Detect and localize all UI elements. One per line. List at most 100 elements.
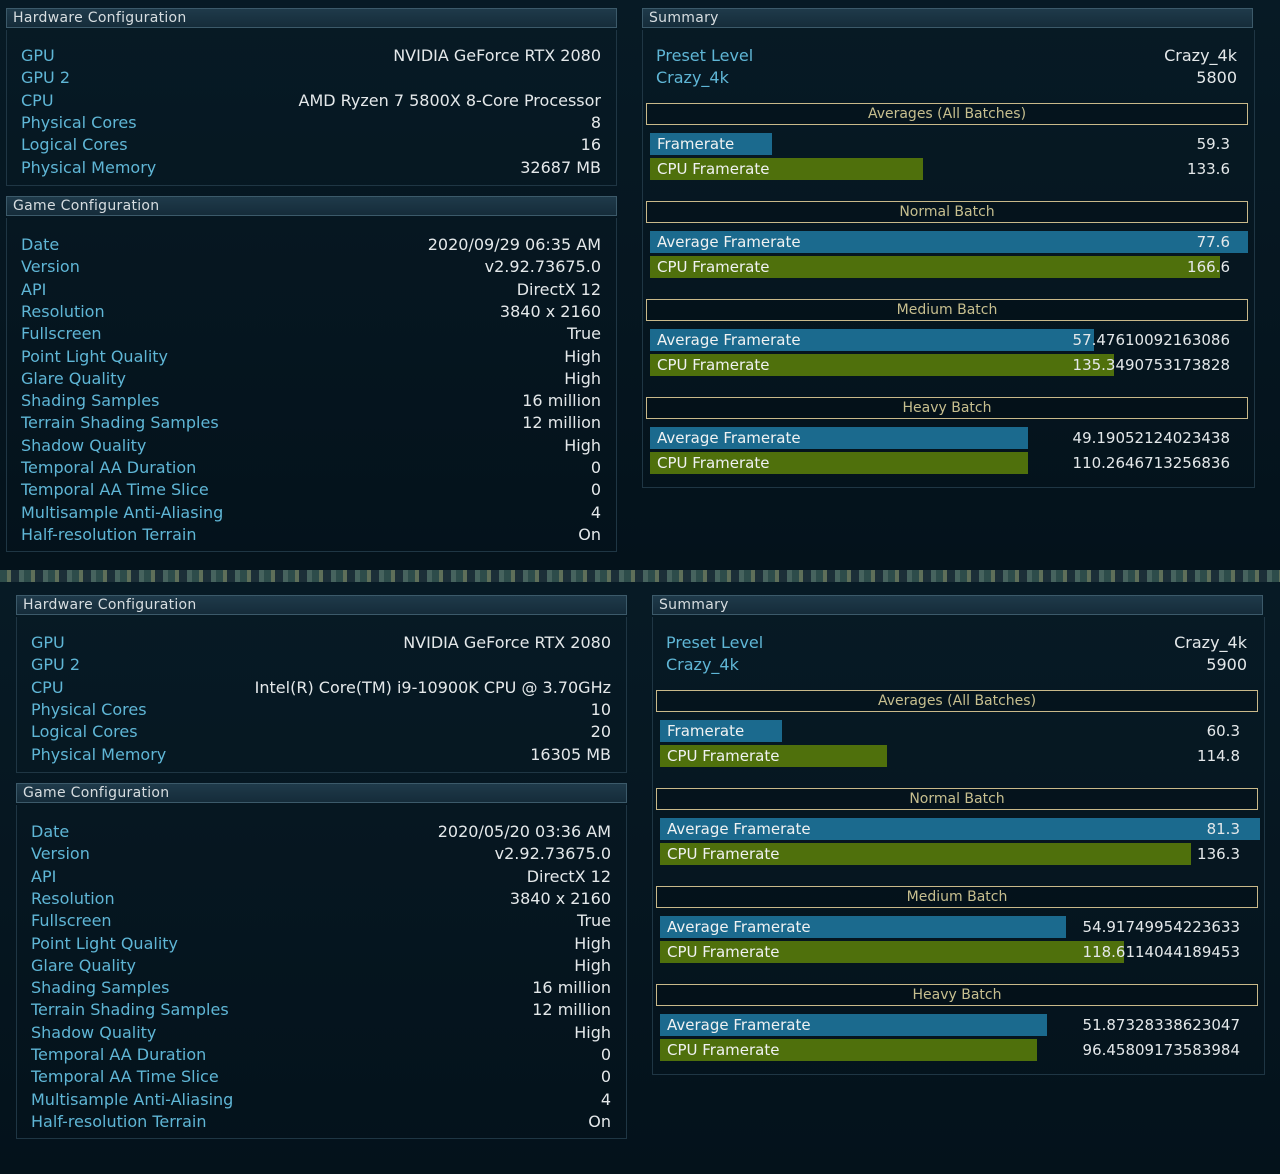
framerate-bar-row: CPU Framerate 118.6114044189453 — [660, 941, 1250, 963]
framerate-bar-fill — [660, 941, 1124, 963]
divider-strip — [0, 570, 1280, 582]
framerate-bar-fill — [660, 916, 1066, 938]
game-config-row-value: 3840 x 2160 — [509, 888, 611, 908]
hardware-config-panel — [6, 30, 617, 186]
game-config-row-value: 12 million — [532, 1000, 611, 1020]
framerate-bar-value: 51.87328338623047 — [1082, 1016, 1240, 1034]
hardware-row-label: Logical Cores — [31, 722, 138, 742]
game-config-row-label: Version — [21, 257, 80, 277]
framerate-bar-value: 114.8 — [1197, 747, 1240, 765]
game-config-row: Multisample Anti-Aliasing 4 — [21, 502, 601, 524]
hardware-row: Physical Memory 16305 MB — [31, 744, 611, 766]
framerate-bar-fill — [650, 133, 772, 155]
framerate-bar-label: CPU Framerate — [657, 160, 770, 178]
framerate-bar-value: 57.47610092163086 — [1072, 331, 1230, 349]
framerate-bar-label: CPU Framerate — [667, 845, 780, 863]
hardware-row-label: GPU — [31, 633, 65, 652]
framerate-bar-value: 136.3 — [1197, 845, 1240, 863]
game-config-row-label: Temporal AA Duration — [21, 458, 197, 477]
game-config-row-label: Terrain Shading Samples — [21, 413, 219, 433]
game-config-row: Date 2020/05/20 03:36 AM — [31, 821, 611, 843]
game-config-row: Shadow Quality High — [31, 1022, 611, 1044]
hardware-row-value: Intel(R) Core(TM) i9-10900K CPU @ 3.70GH… — [254, 677, 611, 697]
framerate-bar-value: 166.6 — [1187, 258, 1230, 276]
hardware-row-label: Logical Cores — [21, 135, 128, 155]
hardware-row: GPU 2 — [31, 654, 611, 676]
game-config-row-label: Fullscreen — [31, 911, 112, 931]
framerate-bar-label: CPU Framerate — [657, 454, 770, 472]
game-config-row-value: High — [564, 346, 601, 366]
hardware-row-value: 16 — [580, 135, 601, 155]
framerate-bar-value: 110.2646713256836 — [1072, 454, 1230, 472]
game-config-row-value: High — [574, 1022, 611, 1042]
hardware-row: Physical Memory 32687 MB — [21, 157, 601, 179]
framerate-bar-fill — [650, 329, 1094, 351]
hardware-row-label: CPU — [21, 90, 54, 110]
batch-section-header: Averages (All Batches) — [656, 690, 1258, 712]
summary-row: Preset Level Crazy_4k — [656, 45, 1237, 67]
game-config-row-label: Version — [31, 844, 90, 864]
hardware-row: GPU 2 — [21, 67, 601, 89]
summary-header: Summary — [642, 8, 1253, 28]
framerate-bar-label: CPU Framerate — [667, 747, 780, 765]
game-config-row-label: Temporal AA Time Slice — [31, 1067, 219, 1087]
game-config-row-value: True — [567, 324, 601, 344]
game-config-row: Date 2020/09/29 06:35 AM — [21, 234, 601, 256]
game-config-row-label: Fullscreen — [21, 324, 102, 344]
framerate-bar-row: Framerate 60.3 — [660, 720, 1250, 742]
batch-section-header: Heavy Batch — [656, 984, 1258, 1006]
framerate-bar-value: 118.6114044189453 — [1082, 943, 1240, 961]
batch-section-header: Medium Batch — [656, 886, 1258, 908]
hardware-row-label: Physical Cores — [21, 112, 137, 132]
batch-section-header: Normal Batch — [656, 788, 1258, 810]
framerate-bar-row: CPU Framerate 110.2646713256836 — [650, 452, 1240, 474]
framerate-bar-row: CPU Framerate 133.6 — [650, 158, 1240, 180]
framerate-bar-label: Average Framerate — [667, 918, 811, 936]
game-config-row: Shading Samples 16 million — [31, 977, 611, 999]
framerate-bar-row: Average Framerate 51.87328338623047 — [660, 1014, 1250, 1036]
framerate-bar-value: 59.3 — [1196, 135, 1230, 153]
hardware-row-label: GPU 2 — [31, 655, 81, 675]
framerate-bar-fill — [650, 427, 1028, 449]
game-config-row-label: API — [31, 866, 57, 886]
summary-header: Summary — [652, 595, 1263, 615]
framerate-bar-label: CPU Framerate — [667, 943, 780, 961]
framerate-bar-label: Average Framerate — [667, 1016, 811, 1034]
framerate-bar-value: 60.3 — [1206, 722, 1240, 740]
hardware-row: CPU Intel(R) Core(TM) i9-10900K CPU @ 3.7… — [31, 677, 611, 699]
game-config-row-label: Point Light Quality — [31, 933, 178, 953]
game-config-row-label: Date — [31, 822, 70, 841]
game-config-row: Terrain Shading Samples 12 million — [31, 999, 611, 1021]
game-config-row: Resolution 3840 x 2160 — [21, 301, 601, 323]
batch-section-header: Normal Batch — [646, 201, 1248, 223]
framerate-bar-fill — [660, 818, 1260, 840]
framerate-bar-value: 96.45809173583984 — [1082, 1041, 1240, 1059]
framerate-bar-label: Framerate — [667, 722, 745, 740]
game-config-row-label: Glare Quality — [31, 955, 136, 975]
framerate-bar-label: Average Framerate — [657, 429, 801, 447]
framerate-bar-value: 133.6 — [1187, 160, 1230, 178]
batch-section-header: Medium Batch — [646, 299, 1248, 321]
game-config-row: Point Light Quality High — [21, 346, 601, 368]
game-config-row-value: 16 million — [532, 978, 611, 998]
game-config-row-label: Multisample Anti-Aliasing — [21, 502, 224, 522]
game-config-row: Glare Quality High — [31, 955, 611, 977]
framerate-bar-fill — [660, 720, 782, 742]
summary-panel — [642, 30, 1255, 488]
game-config-row: Point Light Quality High — [31, 933, 611, 955]
game-config-header: Game Configuration — [6, 196, 617, 216]
framerate-bar-value: 81.3 — [1206, 820, 1240, 838]
game-config-row-value: High — [564, 368, 601, 388]
hardware-row-value: 20 — [590, 722, 611, 742]
game-config-row-value: 2020/05/20 03:36 AM — [437, 822, 611, 841]
game-config-header: Game Configuration — [16, 783, 627, 803]
game-config-row-value: 0 — [590, 480, 601, 500]
framerate-bar-row: CPU Framerate 136.3 — [660, 843, 1250, 865]
game-config-row: Version v2.92.73675.0 — [31, 843, 611, 865]
framerate-bar-label: Average Framerate — [657, 233, 801, 251]
game-config-row: Half-resolution Terrain On — [31, 1111, 611, 1133]
game-config-row-label: API — [21, 279, 47, 299]
framerate-bar-fill — [650, 158, 923, 180]
framerate-bar-label: Framerate — [657, 135, 735, 153]
framerate-bar-fill — [650, 452, 1028, 474]
